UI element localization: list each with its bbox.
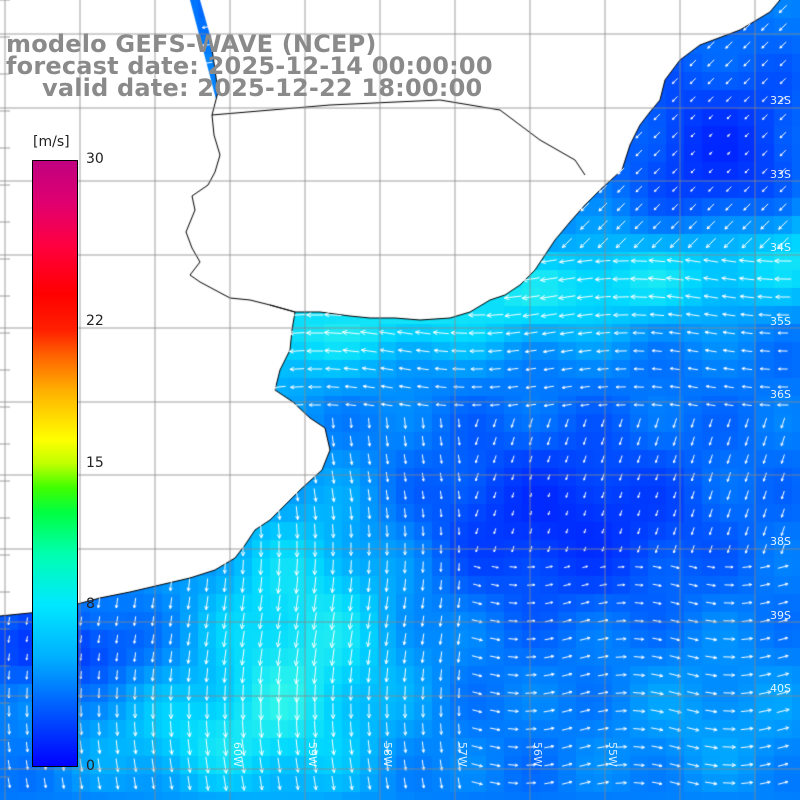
- longitude-label: 55W: [606, 742, 619, 767]
- model-title: modelo GEFS-WAVE (NCEP): [6, 30, 377, 58]
- valid-date: valid date: 2025-12-22 18:00:00: [42, 74, 483, 102]
- longitude-label: 60W: [231, 742, 244, 767]
- latitude-label: 39S: [770, 608, 791, 622]
- longitude-label: 56W: [531, 742, 544, 767]
- colorbar: [32, 160, 78, 767]
- latitude-label: 38S: [770, 535, 791, 548]
- latitude-label: 33S: [770, 167, 791, 181]
- colorbar-tick-label: 30: [86, 151, 104, 167]
- latitude-label: 34S: [770, 241, 791, 254]
- longitude-label: 57W: [456, 742, 469, 767]
- latitude-label: 32S: [770, 94, 791, 107]
- latitude-label: 35S: [770, 314, 791, 328]
- latitude-label: 40S: [770, 682, 791, 695]
- latitude-label: 36S: [770, 388, 791, 401]
- colorbar-tick-label: 8: [86, 596, 95, 613]
- forecast-date: forecast date: 2025-12-14 00:00:00: [6, 52, 493, 80]
- colorbar-tick-label: 0: [86, 758, 95, 774]
- colorbar-unit-label: [m/s]: [33, 134, 70, 150]
- colorbar-tick-label: 22: [86, 312, 104, 329]
- longitude-label: 58W: [381, 742, 394, 767]
- colorbar-tick-label: 15: [86, 454, 104, 471]
- longitude-label: 59W: [306, 742, 319, 767]
